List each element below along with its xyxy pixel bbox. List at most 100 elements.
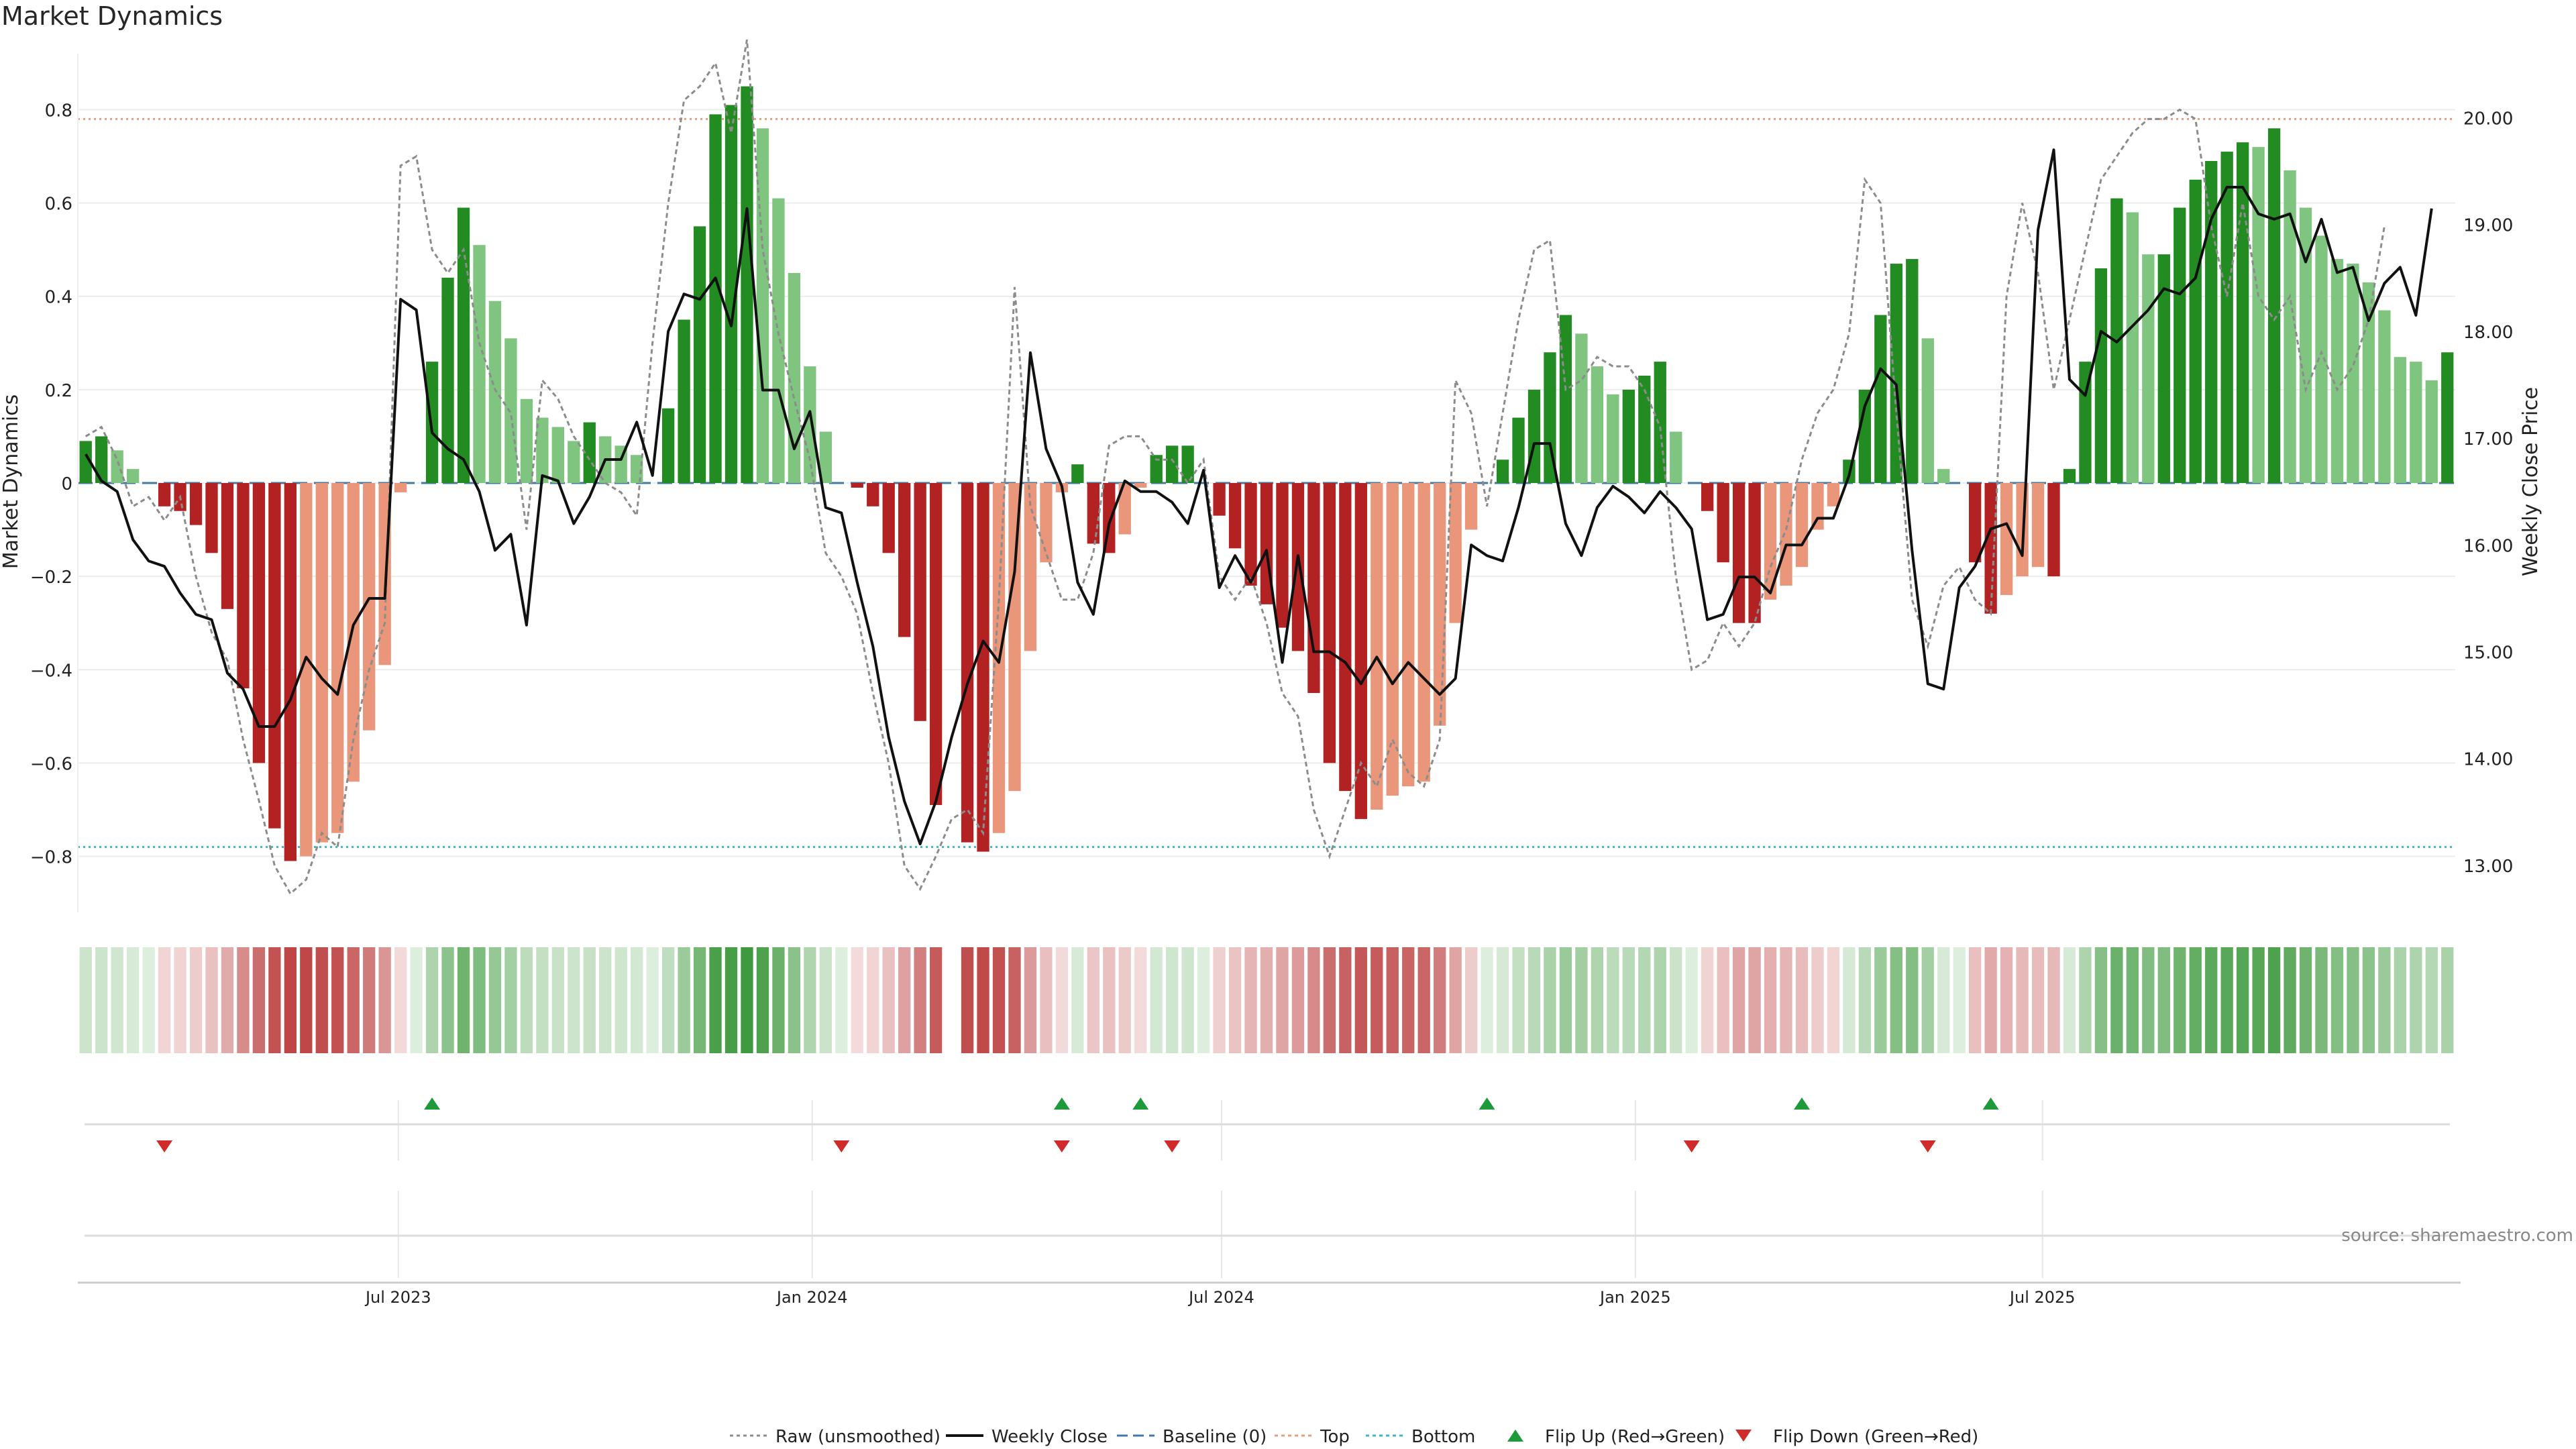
heat-cell [1827,947,1840,1053]
heat-cell [1607,947,1619,1053]
heat-cell [1228,947,1242,1053]
heat-cell [79,947,92,1053]
axis-layer: −0.8 −0.6 −0.4 −0.2 0 0.2 0.4 0.6 0.8 13.00 14.00 1… [30,54,2513,1307]
heat-cell [1591,947,1604,1053]
dynamics-bar [693,226,706,483]
heat-cell [1496,947,1509,1053]
heat-cell [2441,947,2454,1053]
dynamics-bar [252,483,266,763]
heat-cell [425,947,439,1053]
heat-cell [1024,947,1037,1053]
dynamics-bar [1638,376,1651,483]
legend-item: Top [1275,1427,1350,1447]
dynamics-bar [1008,483,1021,792]
heat-cell [961,947,974,1053]
heat-cell [1638,947,1651,1053]
dynamics-bar [1827,483,1840,506]
heat-cell [1559,947,1572,1053]
heat-cell [1953,947,1966,1053]
heat-cell [2000,947,2013,1053]
heat-cell [1874,947,1887,1053]
flip-down-marker [156,1140,173,1152]
dynamics-bar [237,483,250,689]
dynamics-bar [488,301,502,483]
dynamics-bar [882,483,895,553]
heat-cell [2347,947,2359,1053]
dynamics-bar [1512,417,1525,483]
heat-cell [2362,947,2375,1053]
heat-cell [394,947,407,1053]
heat-cell [1087,947,1099,1053]
dynamics-bar [2299,207,2312,483]
legend-label: Flip Down (Green→Red) [1773,1427,1978,1447]
dynamics-bar [1276,483,1289,628]
left-tick-label: 0 [61,474,72,494]
dynamics-bar [2157,254,2170,483]
heat-cell [804,947,816,1053]
legend-item: Baseline (0) [1117,1427,1267,1447]
heat-cell [1055,947,1069,1053]
left-axis-label: Market Dynamics [0,394,23,570]
heat-cell [756,947,769,1053]
dynamics-bar [1213,483,1226,516]
left-tick-label: 0.8 [45,101,72,121]
dynamics-bar [1339,483,1352,792]
flip-up-marker [1053,1097,1070,1110]
dynamics-bar [2267,128,2281,484]
dynamics-bar [1166,445,1179,483]
dynamics-bar [788,272,801,483]
heat-cell [867,947,879,1053]
right-tick-label: 15.00 [2463,643,2513,663]
heat-cell [2394,947,2407,1053]
heat-cell [614,947,627,1053]
heat-cell [2189,947,2202,1053]
dynamics-bar [2410,362,2422,483]
legend-item: Bottom [1366,1427,1475,1447]
flip-down-marker [1683,1140,1700,1152]
weekly-close-line [85,148,2433,846]
heat-cell [284,947,297,1053]
heat-cell [2299,947,2312,1053]
dynamics-bar [284,483,297,861]
heat-cell [898,947,911,1053]
dynamics-bar [1464,483,1478,530]
left-tick-label: −0.2 [30,568,72,588]
dynamics-bar [1670,431,1682,483]
legend-label: Flip Up (Red→Green) [1545,1427,1725,1447]
heat-cell [929,947,943,1053]
heat-cell [2425,947,2438,1053]
left-tick-label: 0.6 [45,195,72,215]
dynamics-bar [804,366,816,483]
dynamics-bar [1858,389,1872,483]
dynamics-bar [583,422,596,483]
flip-down-marker [1164,1140,1181,1152]
dynamics-bar [2441,352,2454,483]
heat-cell [709,947,722,1053]
dynamics-bar [1134,483,1147,488]
dynamics-bar [709,114,722,483]
dynamics-bar [1496,460,1509,483]
heat-cell [1481,947,1493,1053]
heat-cell [457,947,470,1053]
dynamics-bar [929,483,943,805]
heat-cell [1339,947,1352,1053]
dynamics-bar [221,483,234,609]
dynamics-bar [1244,483,1257,586]
dynamics-bar [2252,147,2265,483]
heat-cell [1670,947,1682,1053]
flip-down-marker [1053,1140,1070,1152]
dynamics-bar [2425,380,2438,483]
heat-cell [2079,947,2092,1053]
dynamics-bar [2174,207,2186,483]
dynamics-bar [1874,315,1887,483]
heat-cell [111,947,123,1053]
dynamics-bar [300,483,313,857]
dynamics-bar [2063,469,2076,483]
heat-cell [819,947,832,1053]
dynamics-bar [2094,268,2108,483]
heat-cell [1858,947,1872,1053]
dynamics-bar [851,483,863,488]
dynamics-bar [2236,142,2249,483]
heat-cell [504,947,517,1053]
legend-label: Baseline (0) [1163,1427,1267,1447]
